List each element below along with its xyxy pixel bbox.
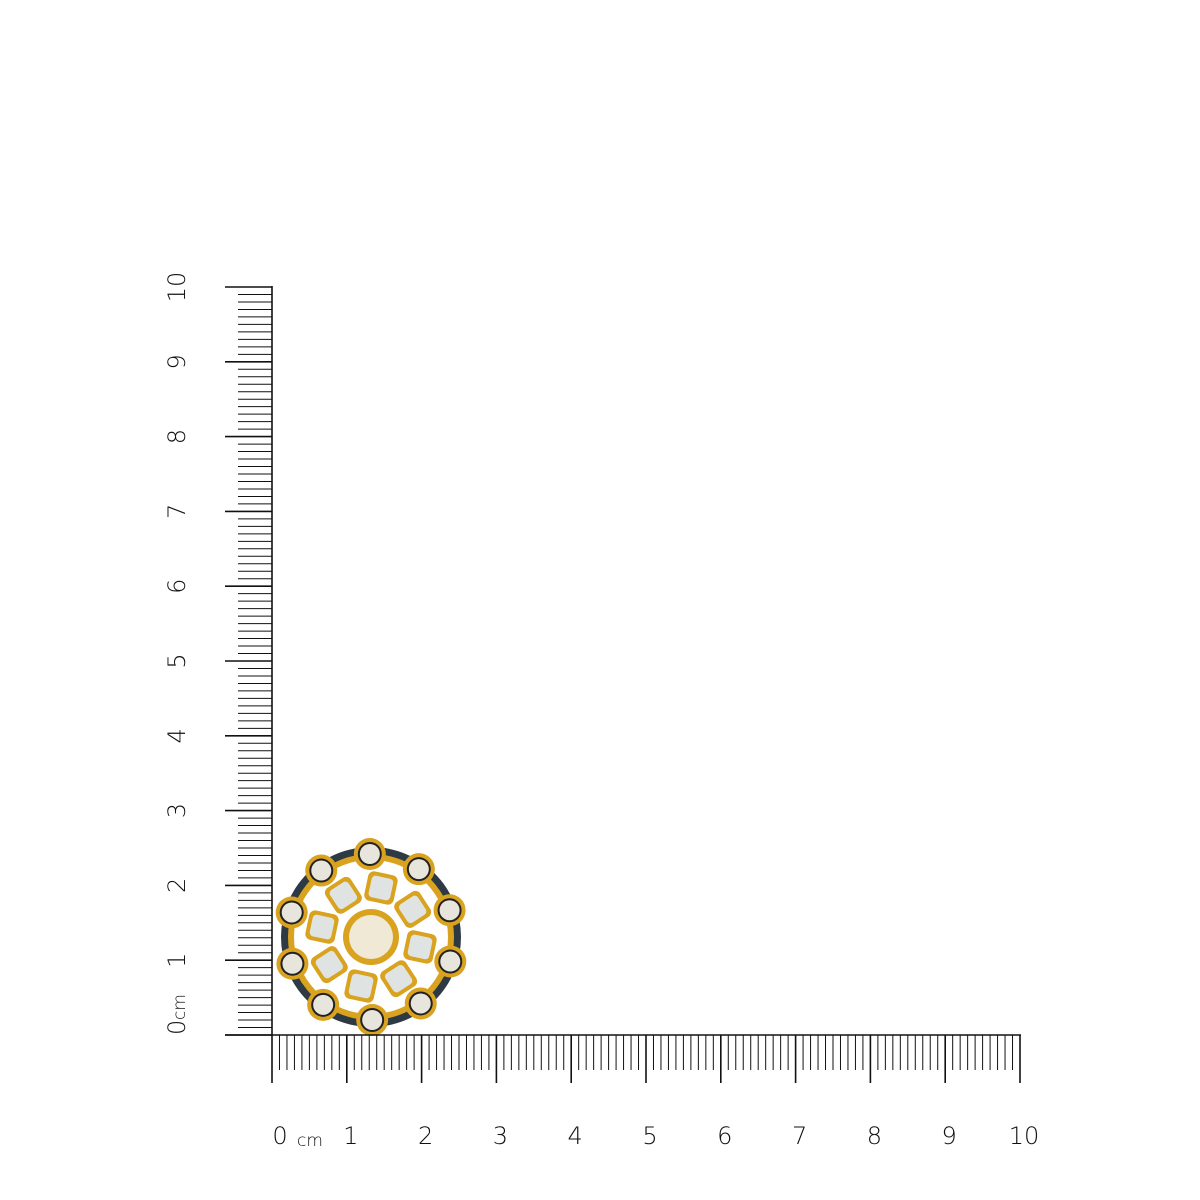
horizontal-tick-label: 6 bbox=[717, 1122, 732, 1150]
horizontal-tick-label: 3 bbox=[493, 1122, 508, 1150]
vertical-tick-label: 10 bbox=[163, 272, 191, 303]
mother-of-pearl-stone bbox=[384, 964, 413, 993]
horizontal-tick-label: 7 bbox=[792, 1122, 807, 1150]
mother-of-pearl-stone bbox=[348, 973, 374, 999]
ring-product-image bbox=[275, 838, 467, 1036]
vertical-unit-label: cm bbox=[170, 994, 190, 1020]
horizontal-tick-label: 2 bbox=[418, 1122, 433, 1150]
horizontal-ruler: 0 1 2 3 4 5 6 7 8 9 10 cm bbox=[225, 1034, 1040, 1151]
horizontal-tick-label: 5 bbox=[642, 1122, 657, 1150]
horizontal-unit-label: cm bbox=[297, 1131, 323, 1151]
vertical-tick-label: 6 bbox=[163, 579, 191, 594]
mother-of-pearl-stone bbox=[329, 881, 358, 910]
mother-of-pearl-stone bbox=[309, 914, 335, 940]
vertical-tick-label: 2 bbox=[163, 878, 191, 893]
vertical-tick-label: 1 bbox=[163, 953, 191, 968]
mother-of-pearl-stone bbox=[407, 934, 433, 960]
vertical-tick-label: 5 bbox=[163, 653, 191, 668]
horizontal-tick-label: 0 bbox=[272, 1122, 287, 1150]
horizontal-tick-label: 10 bbox=[1009, 1122, 1040, 1150]
center-pearl bbox=[349, 915, 393, 959]
vertical-tick-label: 3 bbox=[163, 803, 191, 818]
vertical-tick-label: 4 bbox=[163, 728, 191, 743]
mother-of-pearl-stone bbox=[368, 875, 394, 901]
mother-of-pearl-stone bbox=[315, 950, 344, 979]
mother-of-pearl-stone bbox=[398, 895, 427, 924]
horizontal-tick-label: 1 bbox=[343, 1122, 358, 1150]
horizontal-tick-label: 4 bbox=[568, 1122, 583, 1150]
vertical-tick-label: 9 bbox=[163, 354, 191, 369]
vertical-tick-label: 7 bbox=[163, 504, 191, 519]
vertical-ruler: 0 1 2 3 4 5 6 7 8 9 10 cm bbox=[163, 272, 273, 1036]
horizontal-tick-label: 8 bbox=[867, 1122, 882, 1150]
horizontal-tick-label: 9 bbox=[942, 1122, 957, 1150]
vertical-tick-label: 8 bbox=[163, 429, 191, 444]
vertical-tick-label: 0 bbox=[163, 1020, 191, 1035]
